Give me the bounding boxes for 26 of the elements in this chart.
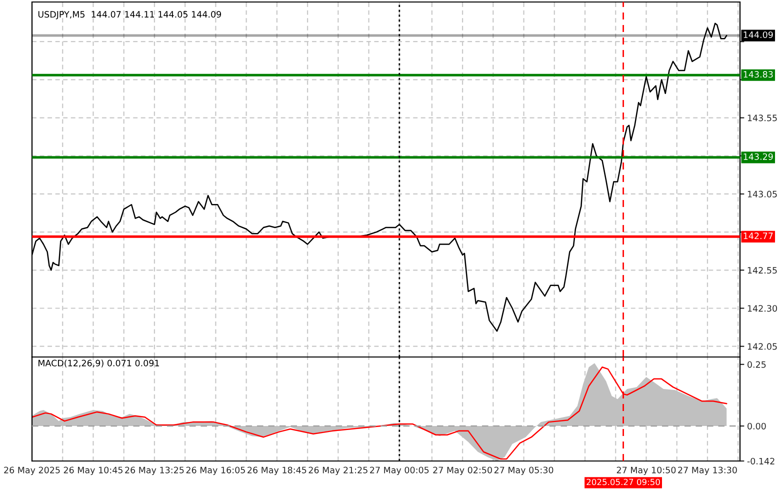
text: USDJPY,M5 144.07 144.11 144.05 144.09 <box>38 11 222 20</box>
x-tick-label: 26 May 2025 <box>4 466 60 476</box>
ref-line-label: 143.29 <box>744 153 773 160</box>
y-tick-label: -0.142 <box>747 458 774 464</box>
y-tick-label: 0.25 <box>748 361 766 368</box>
y-tick-label: 142.30 <box>748 305 777 312</box>
y-tick-label: 142.05 <box>748 343 777 350</box>
x-tick-label: 27 May 02:50 <box>433 466 492 476</box>
chart-title: MACD(12,26,9) 0.071 0.091 <box>38 360 159 368</box>
y-tick-label: 0.00 <box>748 422 766 430</box>
x-tick-label: 26 May 13:25 <box>125 466 184 476</box>
x-tick-label: 26 May 16:05 <box>186 466 245 476</box>
y-tick-label: 143.05 <box>748 190 777 198</box>
x-tick-label: 27 May 00:05 <box>370 466 429 476</box>
x-tick-label: 27 May 05:30 <box>494 466 554 476</box>
x-tick-label: 26 May 18:45 <box>248 466 306 476</box>
x-tick-label: 26 May 21:25 <box>308 466 368 476</box>
x-tick-label: 27 May 13:30 <box>678 466 737 476</box>
ref-line-label: 144.09 <box>744 31 773 38</box>
y-tick-label: 143.55 <box>748 114 777 122</box>
ref-line-label: 142.77 <box>744 232 773 240</box>
x-tick-label: 26 May 10:45 <box>64 466 122 476</box>
y-tick-label: 142.55 <box>748 266 777 274</box>
ref-line-label: 143.83 <box>744 71 773 78</box>
ref-line-label: 2025.05.27 09:50 <box>586 478 660 486</box>
x-tick-label: 27 May 10:50 <box>616 466 676 476</box>
